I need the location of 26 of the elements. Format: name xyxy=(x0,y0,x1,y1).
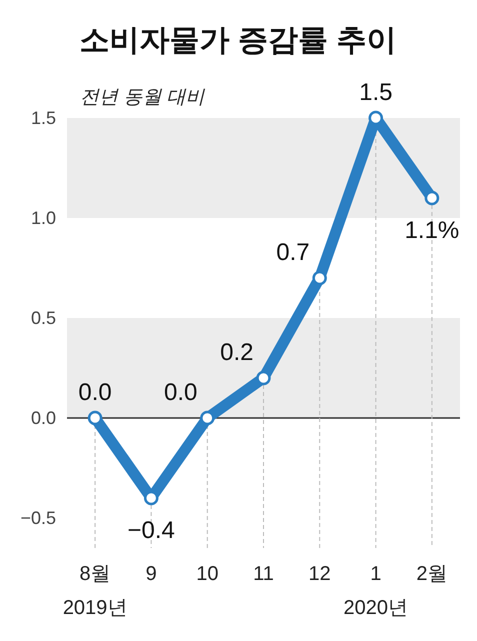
point xyxy=(256,370,271,386)
data-label: 0.0 xyxy=(78,379,112,406)
x-tick-label: 2월 xyxy=(416,563,448,585)
point xyxy=(424,190,440,206)
chart-title: 소비자물가 증감률 추이 xyxy=(80,24,396,57)
x-tick-label: 12 xyxy=(308,563,331,585)
x-tick-label: 9 xyxy=(146,563,157,585)
data-label: 0.0 xyxy=(164,379,198,406)
y-tick-label: 0.5 xyxy=(30,308,56,328)
data-label: 0.2 xyxy=(220,339,254,366)
y-tick-label: 1.0 xyxy=(30,208,56,228)
chart-subtitle: 전년 동월 대비 xyxy=(80,87,206,108)
data-label: 1.5 xyxy=(359,79,392,106)
point xyxy=(312,270,327,286)
data-label: 0.7 xyxy=(276,239,310,266)
y-tick-label: 1.5 xyxy=(30,108,56,128)
x-tick-label: 10 xyxy=(196,563,218,585)
point xyxy=(88,410,102,426)
data-label: 1.1% xyxy=(404,217,460,244)
point xyxy=(200,410,215,426)
data-label: −0.4 xyxy=(128,517,175,544)
x-tick-label: 1 2020년 xyxy=(344,563,408,619)
y-tick-label: −0.5 xyxy=(20,508,56,528)
x-tick-label: 11 xyxy=(253,563,274,585)
y-tick-label: 0.0 xyxy=(30,408,56,428)
x-tick-label: 8월 2019년 xyxy=(62,563,128,619)
